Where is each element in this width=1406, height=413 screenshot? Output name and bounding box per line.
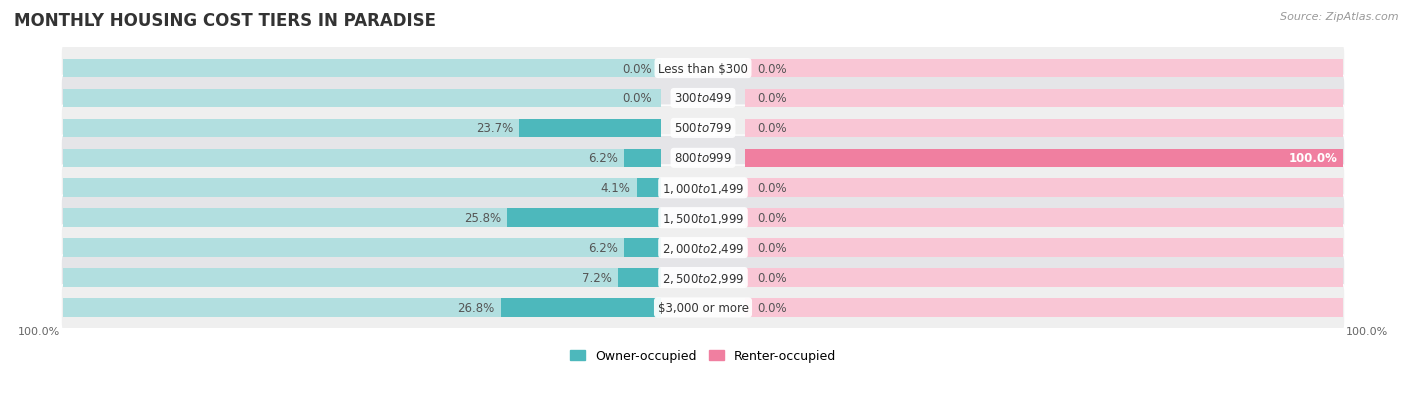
Bar	[519, 119, 661, 138]
Text: Source: ZipAtlas.com: Source: ZipAtlas.com	[1281, 12, 1399, 22]
Bar	[745, 149, 1343, 168]
Bar	[745, 59, 1343, 78]
FancyBboxPatch shape	[60, 76, 1346, 121]
FancyBboxPatch shape	[60, 225, 1346, 271]
Text: 0.0%: 0.0%	[756, 62, 786, 76]
Bar	[63, 299, 661, 317]
Text: $1,500 to $1,999: $1,500 to $1,999	[662, 211, 744, 225]
Text: MONTHLY HOUSING COST TIERS IN PARADISE: MONTHLY HOUSING COST TIERS IN PARADISE	[14, 12, 436, 30]
Text: 100.0%: 100.0%	[1346, 326, 1388, 336]
Text: $1,000 to $1,499: $1,000 to $1,499	[662, 181, 744, 195]
FancyBboxPatch shape	[60, 46, 1346, 92]
Text: 0.0%: 0.0%	[756, 301, 786, 314]
Bar	[63, 90, 661, 108]
Text: 0.0%: 0.0%	[756, 212, 786, 225]
FancyBboxPatch shape	[60, 285, 1346, 330]
Bar	[63, 239, 661, 257]
Text: $300 to $499: $300 to $499	[673, 92, 733, 105]
Text: $500 to $799: $500 to $799	[673, 122, 733, 135]
Bar	[745, 90, 1343, 108]
FancyBboxPatch shape	[60, 106, 1346, 151]
Text: 0.0%: 0.0%	[623, 62, 652, 76]
Text: $2,500 to $2,999: $2,500 to $2,999	[662, 271, 744, 285]
Text: 100.0%: 100.0%	[18, 326, 60, 336]
Text: $3,000 or more: $3,000 or more	[658, 301, 748, 314]
Text: Less than $300: Less than $300	[658, 62, 748, 76]
Bar	[745, 149, 1343, 168]
FancyBboxPatch shape	[60, 195, 1346, 241]
Bar	[619, 268, 661, 287]
Bar	[745, 268, 1343, 287]
Bar	[745, 179, 1343, 197]
Bar	[63, 149, 661, 168]
Text: 4.1%: 4.1%	[600, 182, 631, 195]
Text: 6.2%: 6.2%	[588, 242, 619, 254]
Bar	[501, 299, 661, 317]
Text: 0.0%: 0.0%	[756, 271, 786, 284]
Bar	[624, 239, 661, 257]
Text: 0.0%: 0.0%	[623, 92, 652, 105]
Bar	[745, 119, 1343, 138]
Text: $800 to $999: $800 to $999	[673, 152, 733, 165]
FancyBboxPatch shape	[60, 136, 1346, 181]
Text: 0.0%: 0.0%	[756, 122, 786, 135]
Text: 0.0%: 0.0%	[756, 242, 786, 254]
Bar	[63, 268, 661, 287]
Bar	[63, 179, 661, 197]
Text: 7.2%: 7.2%	[582, 271, 612, 284]
Bar	[63, 209, 661, 228]
Text: 26.8%: 26.8%	[457, 301, 495, 314]
Text: 23.7%: 23.7%	[477, 122, 513, 135]
Text: 25.8%: 25.8%	[464, 212, 501, 225]
Legend: Owner-occupied, Renter-occupied: Owner-occupied, Renter-occupied	[565, 344, 841, 367]
Bar	[624, 149, 661, 168]
FancyBboxPatch shape	[60, 255, 1346, 301]
Bar	[745, 239, 1343, 257]
Bar	[637, 179, 661, 197]
Bar	[745, 209, 1343, 228]
Bar	[63, 59, 661, 78]
Text: $2,000 to $2,499: $2,000 to $2,499	[662, 241, 744, 255]
Bar	[745, 299, 1343, 317]
Text: 100.0%: 100.0%	[1288, 152, 1337, 165]
FancyBboxPatch shape	[60, 166, 1346, 211]
Bar	[506, 209, 661, 228]
Bar	[63, 119, 661, 138]
Text: 0.0%: 0.0%	[756, 92, 786, 105]
Text: 6.2%: 6.2%	[588, 152, 619, 165]
Text: 0.0%: 0.0%	[756, 182, 786, 195]
